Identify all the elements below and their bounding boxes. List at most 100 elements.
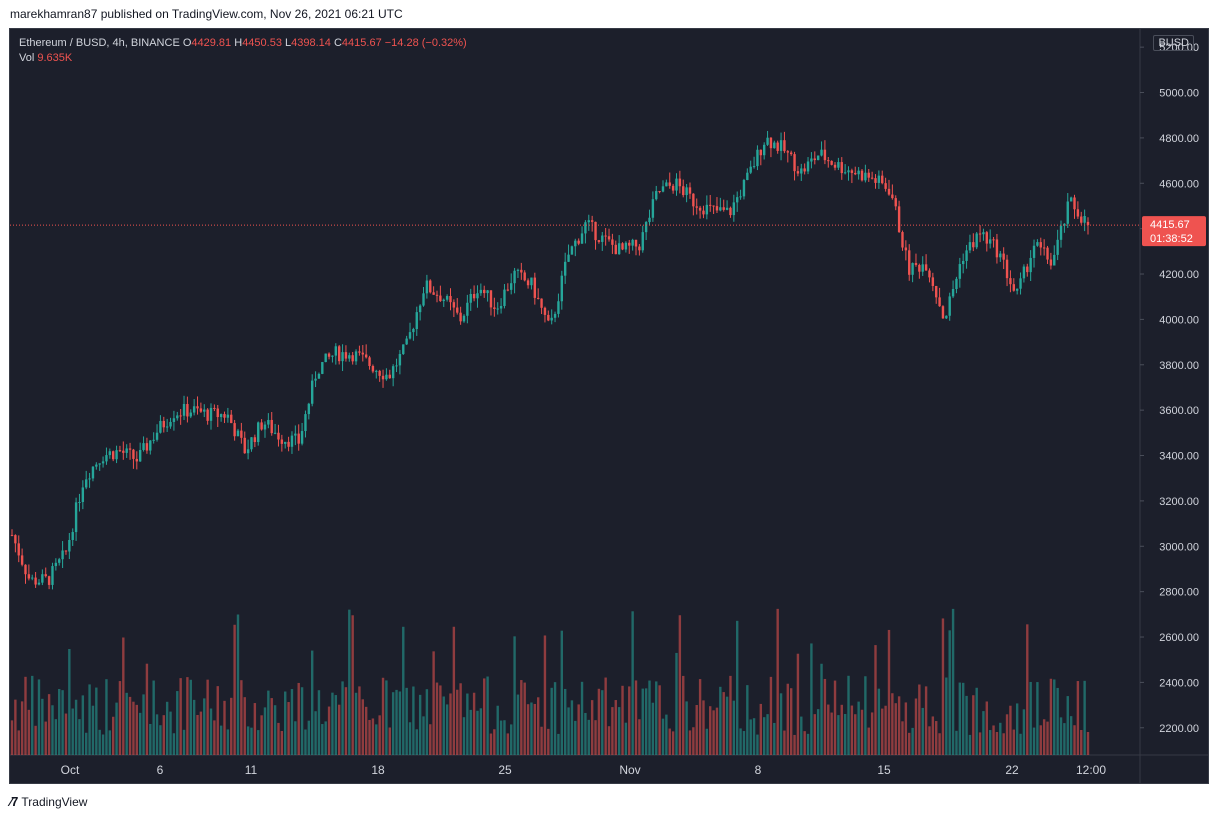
volume-bar <box>402 626 405 755</box>
volume-bar <box>985 701 989 755</box>
volume-bar <box>972 695 975 755</box>
volume-bar <box>489 733 493 755</box>
candle-body <box>182 403 186 416</box>
candle-body <box>607 236 611 240</box>
candle-body <box>408 332 412 339</box>
candle-body <box>1083 215 1086 223</box>
volume-bar <box>850 705 854 755</box>
x-tick-label: 11 <box>245 763 258 777</box>
candle-body <box>88 478 91 480</box>
candle-body <box>101 461 105 464</box>
volume-bar <box>64 713 68 755</box>
volume-bar <box>877 688 881 755</box>
candle-body <box>881 175 884 184</box>
candle-body <box>840 162 843 174</box>
candle-body <box>972 242 975 248</box>
volume-bar <box>334 695 338 755</box>
candle-body <box>54 562 58 567</box>
candle-body <box>122 450 125 453</box>
volume-bar <box>513 636 516 755</box>
candle-body <box>226 414 230 418</box>
candle-body <box>354 351 358 362</box>
candle-body <box>375 370 378 372</box>
volume-bar <box>128 696 132 755</box>
candle-body <box>1063 223 1066 226</box>
candle-body <box>520 269 523 273</box>
volume-bar <box>597 688 601 755</box>
candle-body <box>786 151 789 153</box>
chart-panel[interactable]: 5200.005000.004800.004600.004400.004200.… <box>9 28 1209 784</box>
candle-body <box>702 210 705 215</box>
candle-body <box>44 574 47 577</box>
candle-body <box>294 433 297 436</box>
candle-body <box>935 285 938 298</box>
volume-bar <box>736 620 739 755</box>
price-chart[interactable]: 5200.005000.004800.004600.004400.004200.… <box>10 29 1208 783</box>
y-tick-label: 2200.00 <box>1159 723 1199 735</box>
candle-body <box>813 158 816 161</box>
volume-bar <box>135 704 139 755</box>
volume-row: Vol 9.635K <box>19 51 467 66</box>
volume-bar <box>476 710 479 755</box>
volume-bar <box>341 681 344 755</box>
x-tick-label: Oct <box>61 763 80 777</box>
candle-body <box>951 289 955 297</box>
y-tick-label: 3000.00 <box>1159 541 1199 553</box>
candle-body <box>945 315 948 319</box>
volume-bar <box>311 650 314 755</box>
candle-body <box>327 353 331 357</box>
candle-body <box>1056 239 1059 255</box>
volume-bar <box>304 729 307 755</box>
volume-bar <box>678 615 682 755</box>
candle-body <box>105 455 108 462</box>
candle-body <box>439 295 442 302</box>
volume-bar <box>395 689 398 755</box>
volume-bar <box>496 705 499 755</box>
volume-bar <box>503 720 506 755</box>
candle-body <box>34 577 37 585</box>
candle-body <box>499 305 503 309</box>
candle-body <box>1026 266 1029 273</box>
volume-bar <box>479 708 483 755</box>
candle-body <box>192 406 196 413</box>
candle-body <box>1073 197 1076 210</box>
volume-bar <box>891 693 894 755</box>
volume-bar <box>375 724 378 755</box>
candle-body <box>553 313 557 318</box>
volume-bar <box>1086 731 1090 755</box>
candle-body <box>415 312 418 330</box>
candle-body <box>830 160 833 165</box>
candle-body <box>695 206 698 208</box>
candle-body <box>47 576 51 585</box>
candle-body <box>395 365 398 367</box>
volume-bar <box>85 732 88 755</box>
volume-bar <box>712 710 715 755</box>
candle-body <box>601 235 604 242</box>
candle-body <box>253 437 257 443</box>
candle-body <box>280 439 284 444</box>
volume-bar <box>388 727 391 755</box>
volume-bar <box>695 705 698 755</box>
volume-bar <box>776 608 779 755</box>
volume-bar <box>658 685 661 755</box>
volume-bar <box>152 680 155 755</box>
candle-body <box>138 449 142 462</box>
volume-bar <box>931 716 935 755</box>
candle-body <box>10 534 14 536</box>
volume-bar <box>68 648 71 755</box>
candle-body <box>732 202 736 216</box>
volume-bar <box>634 680 638 755</box>
candle-body <box>179 415 182 417</box>
candle-body <box>587 220 590 223</box>
volume-bar <box>935 721 938 755</box>
symbol-label[interactable]: Ethereum / BUSD, 4h, BINANCE <box>19 37 180 49</box>
volume-bar <box>692 727 695 755</box>
volume-bar <box>719 686 722 755</box>
volume-bar <box>351 615 354 755</box>
volume-bar <box>115 702 118 755</box>
volume-bar <box>968 734 972 755</box>
currency-tag[interactable]: BUSD <box>1153 35 1194 51</box>
y-tick-label: 4000.00 <box>1159 314 1199 326</box>
volume-bar <box>958 682 962 755</box>
candle-body <box>547 314 550 321</box>
